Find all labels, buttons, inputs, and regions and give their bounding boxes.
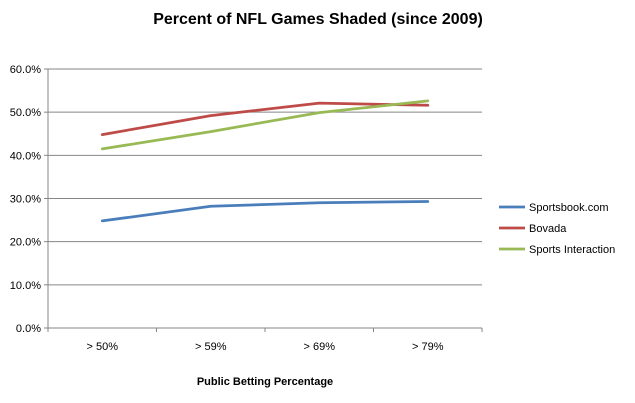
x-tick-label: > 69% [304,341,336,353]
chart-title: Percent of NFL Games Shaded (since 2009) [153,11,483,28]
axes [44,68,483,332]
series-line-sportsbook-com [100,200,430,223]
legend-label: Sports Interaction [529,244,615,256]
y-tick-label: 40.0% [10,150,41,162]
x-axis-title: Public Betting Percentage [197,376,333,388]
legend-label: Bovada [529,223,567,235]
series-lines [100,99,430,223]
x-tick-label: > 79% [412,341,444,353]
gridlines [48,68,482,286]
y-tick-label: 0.0% [16,323,41,335]
y-tick-label: 60.0% [10,64,41,76]
legend-label: Sportsbook.com [529,202,608,214]
series-line-bovada [100,101,430,136]
y-tick-label: 30.0% [10,194,41,206]
x-tick-label: > 50% [87,341,119,353]
y-tick-label: 10.0% [10,280,41,292]
x-tick-label: > 59% [195,341,227,353]
legend: Sportsbook.com Bovada Sports Interaction [499,202,615,256]
y-tick-label: 20.0% [10,237,41,249]
x-tick-labels: > 50% > 59% > 69% > 79% [87,341,444,353]
y-tick-labels: 0.0% 10.0% 20.0% 30.0% 40.0% 50.0% 60.0% [10,64,41,335]
series-line-sports-interaction [100,99,430,151]
y-tick-label: 50.0% [10,107,41,119]
